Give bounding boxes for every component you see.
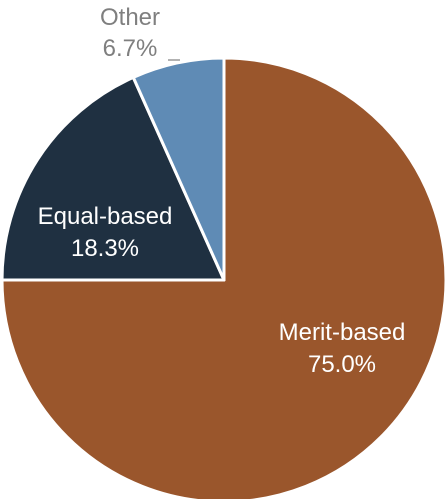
slice-label-value-other: 6.7% bbox=[103, 35, 158, 62]
slice-label-name-merit-based: Merit-based bbox=[279, 319, 406, 346]
slice-label-name-other: Other bbox=[100, 4, 160, 31]
slice-label-name-equal-based: Equal-based bbox=[38, 203, 173, 230]
pie-slice-equal-based bbox=[0, 75, 226, 282]
pie-labels: Merit-based 75.0% Equal-based 18.3% Other 6.7… bbox=[38, 4, 406, 378]
pie-slice-other bbox=[131, 56, 226, 282]
slice-label-value-merit-based: 75.0% bbox=[308, 351, 376, 378]
slice-label-value-equal-based: 18.3% bbox=[71, 235, 139, 262]
pie-slices bbox=[0, 56, 447, 499]
pie-slice-merit-based bbox=[0, 56, 447, 499]
